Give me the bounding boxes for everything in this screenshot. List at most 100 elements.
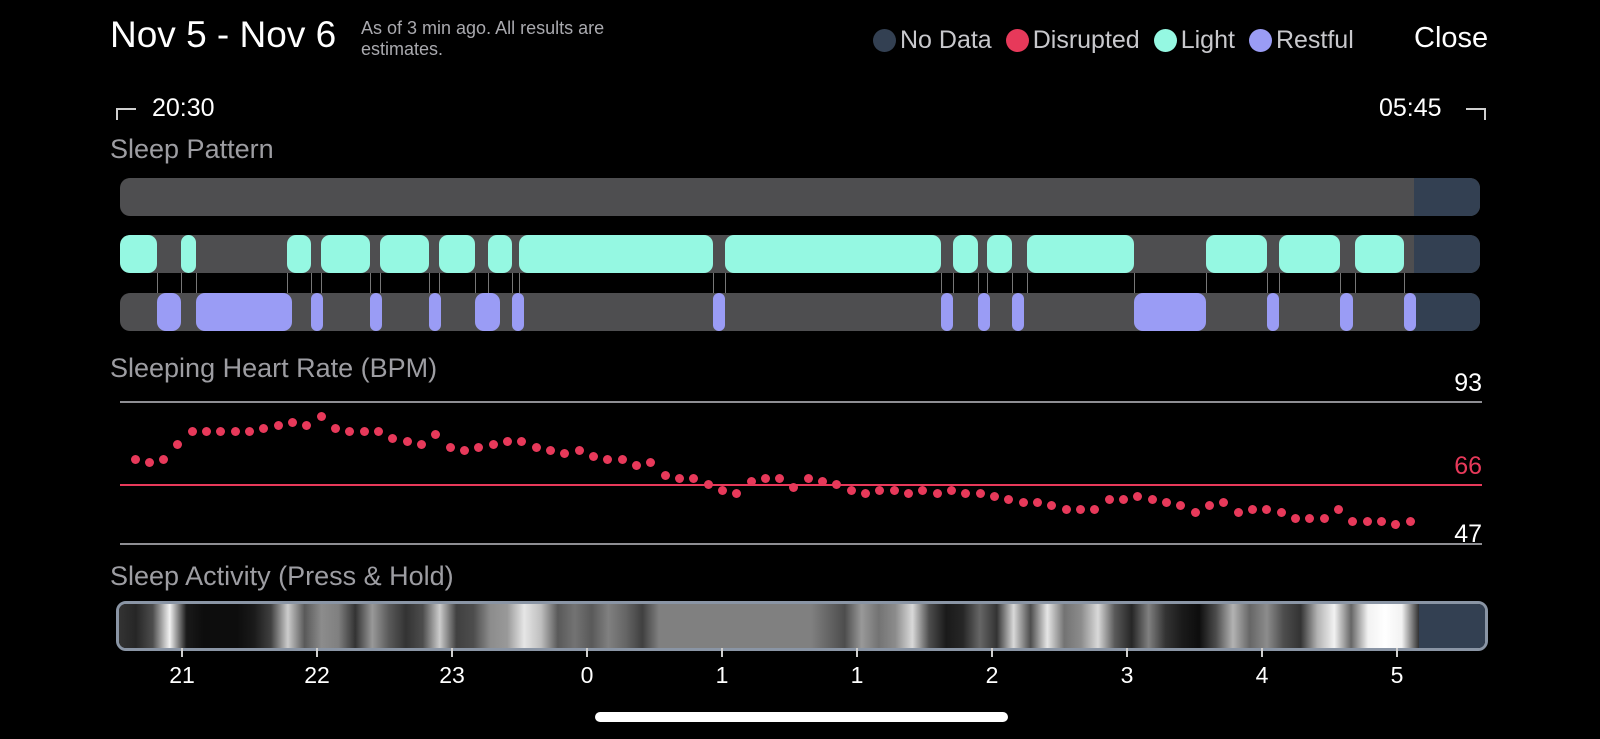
heart-rate-point [1018, 498, 1028, 508]
x-tick-mark [451, 648, 453, 657]
heart-rate-point [846, 486, 856, 496]
legend: No Data Disrupted Light Restful [873, 24, 1368, 56]
heart-rate-point [818, 476, 828, 486]
heart-rate-point [1176, 501, 1186, 511]
heart-rate-point [316, 411, 326, 421]
heart-rate-point [904, 489, 914, 499]
heart-rate-point [646, 458, 656, 468]
heart-rate-heading: Sleeping Heart Rate (BPM) [110, 353, 438, 383]
heart-rate-point [832, 479, 842, 489]
heart-rate-point [1333, 504, 1343, 514]
heart-rate-point [531, 442, 541, 452]
heart-rate-point [1061, 504, 1071, 514]
sleep-pattern-heading: Sleep Pattern [110, 134, 274, 164]
heart-rate-point [1290, 513, 1300, 523]
heart-rate-point [932, 489, 942, 499]
max-bpm-label: 93 [1454, 369, 1482, 397]
heart-rate-point [990, 492, 1000, 502]
disrupted-dot-icon [1005, 28, 1029, 52]
heart-rate-point [918, 486, 928, 496]
home-indicator[interactable] [595, 712, 1008, 722]
heart-rate-point [1004, 495, 1014, 505]
x-tick-label: 1 [850, 662, 864, 688]
heart-rate-point [388, 433, 398, 443]
heart-rate-point [331, 424, 341, 434]
heart-rate-point [273, 421, 283, 431]
legend-item-light: Light [1153, 26, 1235, 55]
heart-rate-point [1247, 504, 1257, 514]
heart-rate-point [574, 445, 584, 455]
heart-rate-point [631, 461, 641, 471]
heart-rate-point [230, 427, 240, 437]
legend-item-no-data: No Data [873, 26, 992, 55]
heart-rate-point [1090, 504, 1100, 514]
heart-rate-point [717, 486, 727, 496]
x-tick-label: 23 [439, 662, 465, 688]
x-tick-mark [316, 648, 318, 657]
sleep-activity-heading: Sleep Activity (Press & Hold) [110, 561, 454, 591]
heart-rate-point [474, 442, 484, 452]
activity-gradient [119, 604, 1485, 648]
heart-rate-point [130, 455, 140, 465]
range-end-time: 05:45 [1379, 94, 1442, 122]
x-tick-mark [991, 648, 993, 657]
legend-item-disrupted: Disrupted [1005, 25, 1140, 55]
x-tick-label: 0 [580, 662, 594, 688]
min-bpm-label: 47 [1454, 520, 1482, 548]
heart-rate-point [445, 442, 455, 452]
heart-rate-point [889, 486, 899, 496]
x-tick-label: 1 [715, 662, 729, 688]
range-start-time: 20:30 [152, 94, 215, 122]
heart-rate-point [1033, 498, 1043, 508]
heart-rate-point [502, 436, 512, 446]
heart-rate-point [732, 489, 742, 499]
heart-rate-point [1190, 507, 1200, 517]
heart-rate-point [560, 448, 570, 458]
heart-rate-point [1305, 513, 1315, 523]
heart-rate-point [488, 439, 498, 449]
heart-rate-point [617, 455, 627, 465]
heart-rate-point [689, 473, 699, 483]
heart-rate-point [402, 436, 412, 446]
heart-rate-point [173, 439, 183, 449]
heart-rate-point [302, 421, 312, 431]
close-button[interactable]: Close [1414, 22, 1489, 54]
heart-rate-point [216, 427, 226, 437]
avg-bpm-line [120, 484, 1482, 486]
heart-rate-point [789, 482, 799, 492]
avg-bpm-label: 66 [1454, 452, 1482, 480]
heart-rate-point [947, 486, 957, 496]
heart-rate-point [459, 445, 469, 455]
heart-rate-point [345, 427, 355, 437]
heart-rate-point [1405, 516, 1415, 526]
x-tick-mark [721, 648, 723, 657]
heart-rate-point [1348, 516, 1358, 526]
legend-item-restful: Restful [1248, 26, 1354, 55]
heart-rate-point [1161, 498, 1171, 508]
heart-rate-point [1391, 519, 1401, 529]
x-tick-mark [1396, 648, 1398, 657]
x-tick-label: 5 [1390, 662, 1404, 688]
heart-rate-point [746, 476, 756, 486]
heart-rate-point [245, 427, 255, 437]
no-data-segment [1419, 604, 1485, 648]
x-tick-mark [181, 648, 183, 657]
heart-rate-point [803, 473, 813, 483]
x-tick-mark [586, 648, 588, 657]
sleep-activity-bar[interactable] [116, 601, 1488, 651]
heart-rate-point [202, 427, 212, 437]
x-tick-mark [1261, 648, 1263, 657]
heart-rate-point [674, 473, 684, 483]
range-end-bracket-icon[interactable] [1466, 108, 1486, 120]
heart-rate-point [1104, 495, 1114, 505]
legend-label: Disrupted [1032, 25, 1140, 54]
range-start-bracket-icon[interactable] [116, 108, 136, 120]
x-tick-mark [1126, 648, 1128, 657]
heart-rate-point [1133, 492, 1143, 502]
heart-rate-point [875, 486, 885, 496]
heart-rate-point [187, 427, 197, 437]
heart-rate-point [1262, 504, 1272, 514]
heart-rate-point [660, 470, 670, 480]
heart-rate-point [588, 452, 598, 462]
heart-rate-point [1276, 507, 1286, 517]
